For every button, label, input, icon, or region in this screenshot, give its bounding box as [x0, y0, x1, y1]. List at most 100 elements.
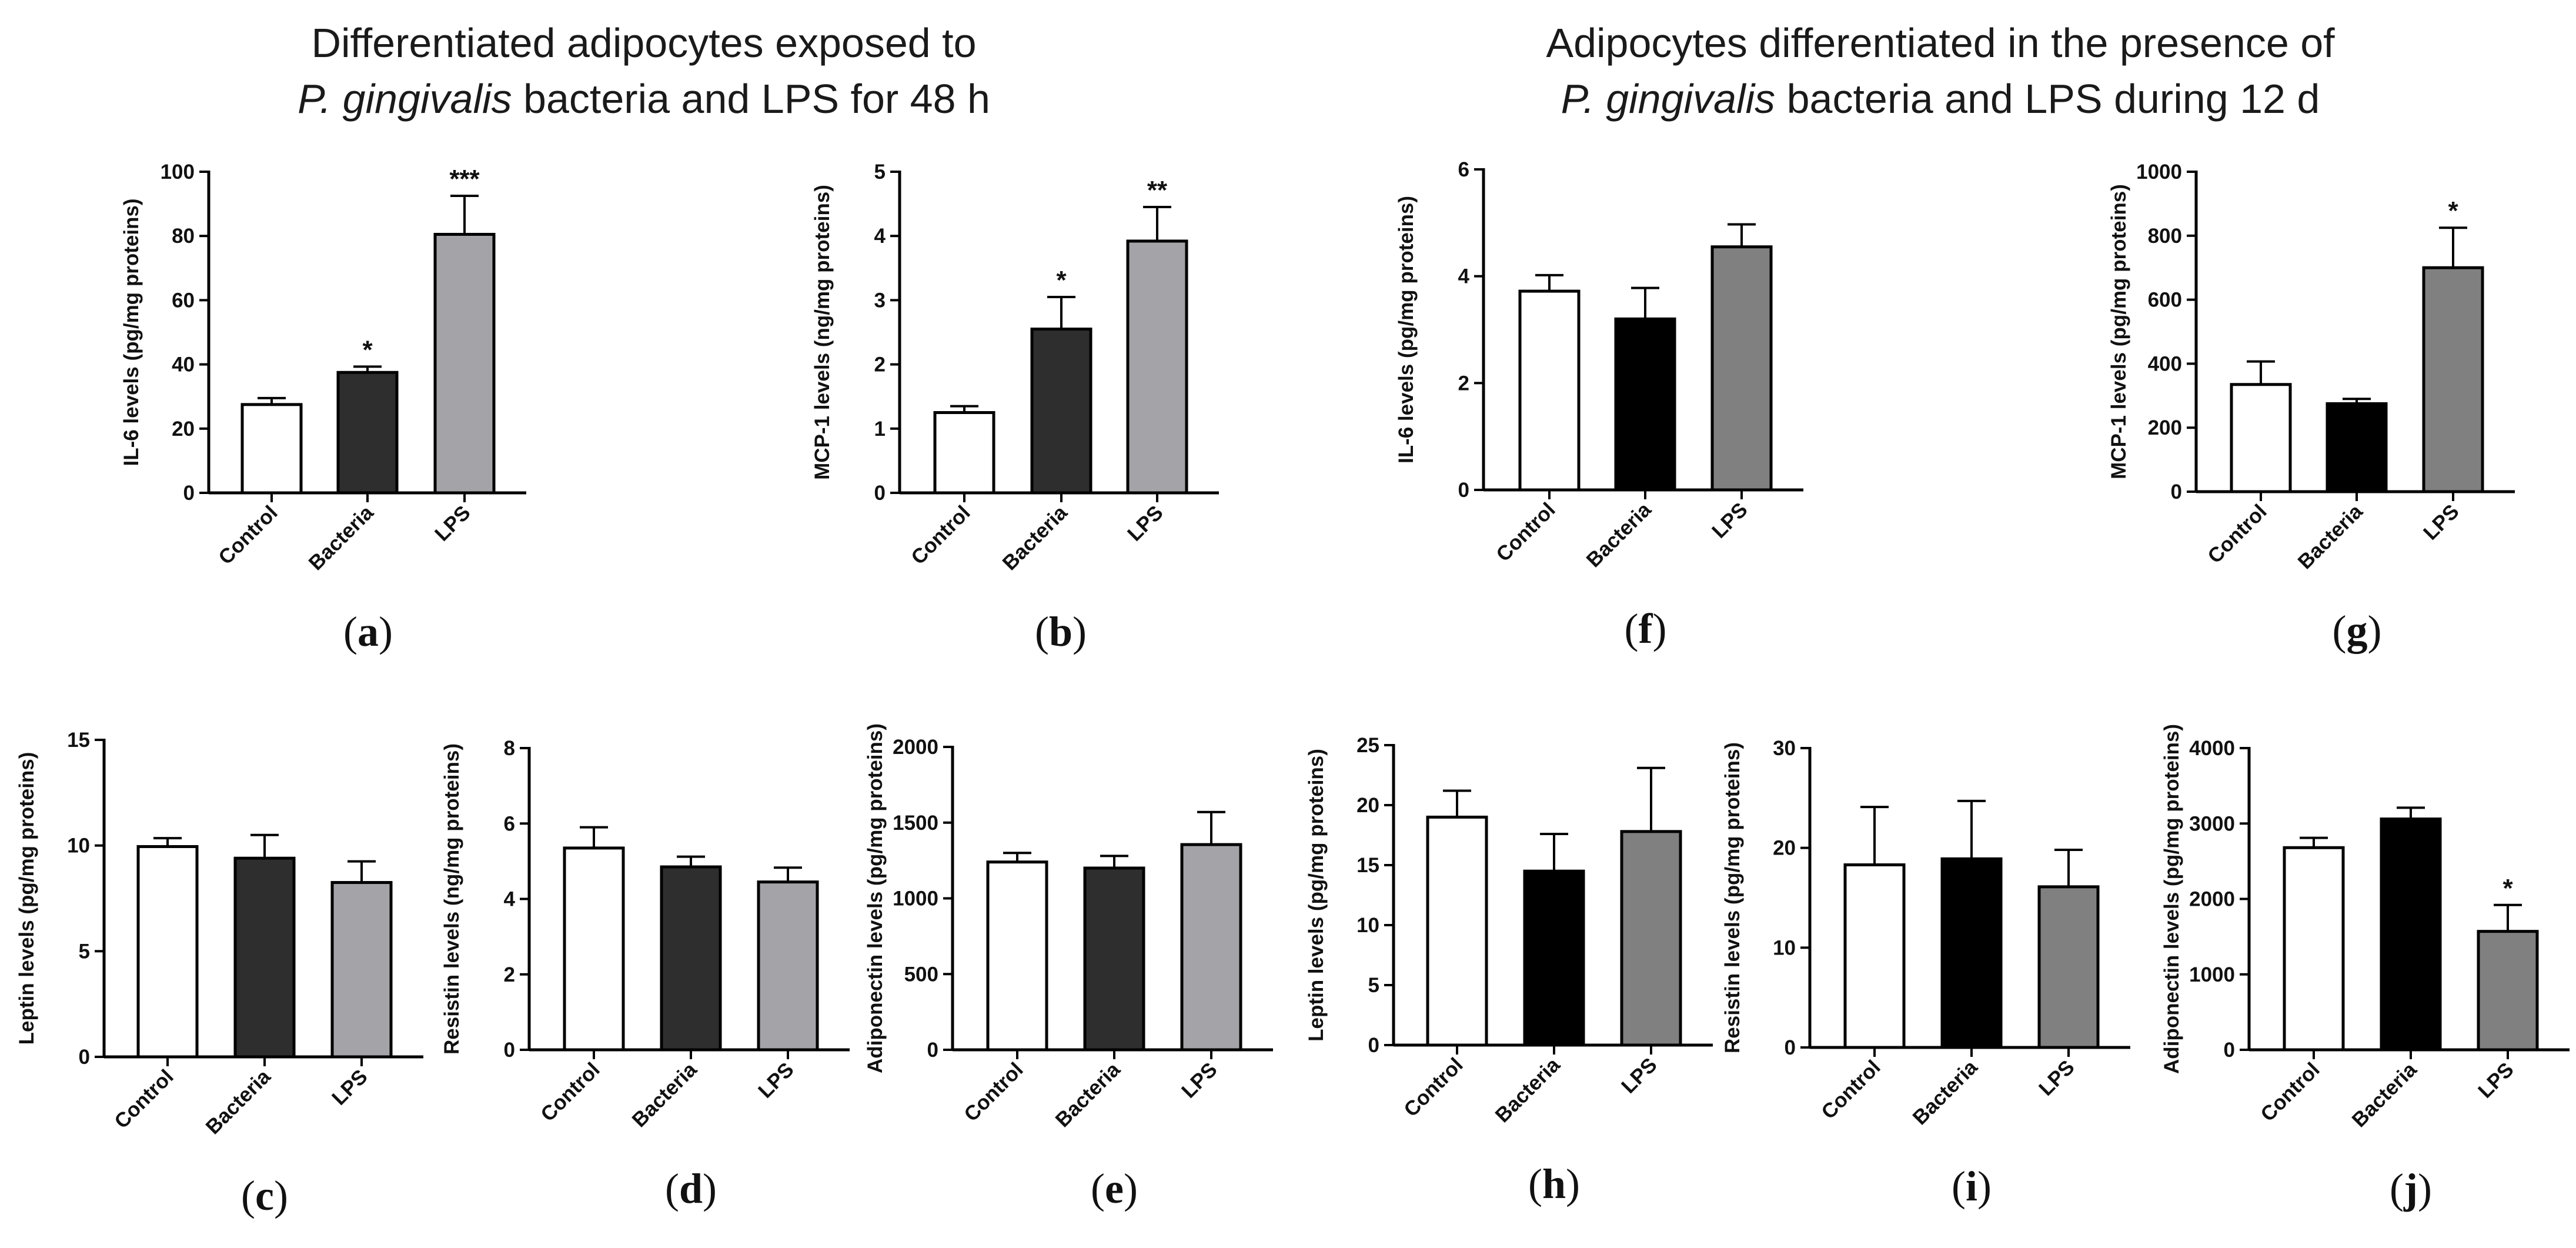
panel-j: * 0 1000 2000 3000 4000 Control Bacteria LPS Adip… [2160, 724, 2570, 1212]
x-tick-label-d-1: Bacteria [627, 1058, 701, 1132]
y-tick-label-d-0: 0 [504, 1039, 515, 1062]
x-tick-label-a-1: Bacteria [304, 501, 378, 575]
y-tick-label-g-0: 0 [2171, 480, 2182, 503]
y-tick-label-h-2: 10 [1357, 914, 1379, 937]
bar-d-1 [660, 865, 722, 1052]
x-tick-label-d-2: LPS [754, 1058, 798, 1103]
x-tick-label-f-1: Bacteria [1582, 498, 1656, 572]
y-axis-title-f: IL-6 levels (pg/mg proteins) [1395, 196, 1418, 463]
y-tick-label-j-2: 2000 [2189, 888, 2235, 911]
x-tick-label-i-1: Bacteria [1908, 1056, 1982, 1130]
y-tick-label-h-5: 25 [1357, 734, 1379, 757]
y-tick-label-i-1: 10 [1773, 936, 1796, 959]
y-tick-label-j-0: 0 [2224, 1039, 2235, 1062]
heading-right-line1: Adipocytes differentiated in the presenc… [1546, 20, 2335, 66]
bar-e-1 [1083, 866, 1145, 1052]
y-tick-label-c-1: 5 [79, 940, 90, 963]
bar-a-1 [336, 371, 399, 495]
y-tick-label-f-2: 4 [1458, 265, 1470, 288]
panel-d: 0 2 4 6 8 Control Bacteria LPS Resistin levels (… [440, 737, 850, 1212]
x-tick-label-g-2: LPS [2419, 500, 2464, 545]
x-tick-label-h-0: Control [1399, 1053, 1468, 1122]
y-tick-label-g-5: 1000 [2136, 161, 2182, 183]
bar-d-2 [757, 880, 819, 1052]
x-tick-label-e-2: LPS [1177, 1058, 1222, 1103]
panel-e: 0 500 1000 1500 2000 Control Bacteria LPS Adipon… [864, 723, 1273, 1212]
significance-b-1: * [1056, 266, 1067, 295]
significance-a-2: *** [449, 165, 480, 193]
y-tick-label-g-3: 600 [2148, 289, 2182, 312]
x-tick-label-f-2: LPS [1708, 498, 1752, 543]
y-tick-label-f-3: 6 [1458, 158, 1469, 181]
panel-label-a: (a) [343, 608, 393, 655]
x-tick-label-j-0: Control [2256, 1058, 2324, 1126]
y-tick-label-a-4: 80 [172, 225, 195, 248]
panel-label-g: (g) [2333, 607, 2382, 654]
heading-right-line2: P. gingivalis bacteria and LPS during 12… [1561, 76, 2320, 122]
y-tick-label-d-1: 2 [504, 963, 515, 986]
panel-label-h: (h) [1528, 1160, 1580, 1207]
bar-c-1 [233, 856, 296, 1059]
bar-i-0 [1843, 863, 1906, 1049]
y-tick-label-g-4: 800 [2148, 225, 2182, 248]
bar-e-0 [986, 860, 1048, 1052]
bar-g-1 [2326, 402, 2388, 493]
x-tick-label-e-0: Control [960, 1058, 1028, 1126]
significance-b-2: ** [1147, 176, 1168, 205]
bar-b-0 [933, 411, 995, 495]
y-axis-title-g: MCP-1 levels (pg/mg proteins) [2107, 184, 2130, 479]
y-axis-title-e: Adiponectin levels (pg/mg proteins) [864, 723, 887, 1073]
y-tick-label-h-1: 5 [1368, 974, 1379, 997]
bar-a-2 [433, 232, 496, 495]
x-tick-label-a-0: Control [214, 501, 282, 569]
heading-right-species: P. gingivalis [1561, 76, 1776, 122]
y-tick-label-d-2: 4 [504, 888, 516, 911]
significance-g-2: * [2448, 196, 2458, 225]
y-axis-title-b: MCP-1 levels (ng/mg proteins) [811, 185, 834, 480]
x-tick-label-g-1: Bacteria [2293, 500, 2367, 574]
y-tick-label-e-3: 1500 [893, 812, 938, 835]
panel-i: 0 10 20 30 Control Bacteria LPS Resistin levels… [1721, 737, 2130, 1210]
panel-h: 0 5 10 15 20 25 Control Bacteria LPS Leptin level… [1305, 734, 1713, 1207]
x-tick-label-b-1: Bacteria [998, 501, 1072, 575]
x-tick-label-i-0: Control [1817, 1056, 1885, 1124]
y-tick-label-a-0: 0 [183, 482, 195, 505]
x-tick-label-d-0: Control [536, 1058, 604, 1126]
panel-c: 0 5 10 15 Control Bacteria LPS Leptin levels (p… [15, 729, 423, 1219]
panel-label-e: (e) [1091, 1165, 1138, 1212]
y-tick-label-i-0: 0 [1785, 1036, 1796, 1059]
x-tick-label-i-2: LPS [2034, 1056, 2079, 1100]
heading-right-rest: bacteria and LPS during 12 d [1775, 76, 2320, 122]
y-tick-label-h-3: 15 [1357, 854, 1379, 877]
bar-h-2 [1620, 830, 1682, 1047]
x-tick-label-c-1: Bacteria [201, 1065, 275, 1139]
panel-f: 0 2 4 6 Control Bacteria LPS IL-6 levels (pg/mg… [1395, 158, 1803, 652]
y-tick-label-f-1: 2 [1458, 372, 1469, 395]
y-tick-label-d-4: 8 [504, 737, 515, 760]
x-tick-label-h-2: LPS [1617, 1053, 1662, 1098]
y-tick-label-h-0: 0 [1368, 1034, 1379, 1057]
y-axis-title-h: Leptin levels (pg/mg proteins) [1305, 749, 1328, 1042]
bar-j-2 [2477, 930, 2539, 1052]
y-tick-label-a-2: 40 [172, 353, 195, 376]
y-tick-label-j-1: 1000 [2189, 963, 2235, 986]
y-tick-label-j-3: 3000 [2189, 812, 2235, 835]
y-tick-label-c-3: 15 [67, 729, 90, 752]
bar-c-0 [136, 845, 199, 1059]
x-tick-label-j-1: Bacteria [2347, 1058, 2421, 1132]
y-tick-label-b-2: 2 [874, 353, 886, 376]
y-tick-label-a-1: 20 [172, 418, 195, 441]
bar-h-0 [1426, 815, 1488, 1047]
panel-label-j: (j) [2390, 1165, 2432, 1212]
panel-g: * 0 200 400 600 800 1000 Control Bacteria LPS MCP-… [2107, 161, 2515, 654]
y-tick-label-b-4: 4 [874, 225, 886, 248]
bar-f-0 [1518, 289, 1581, 492]
panel-label-c: (c) [241, 1172, 288, 1219]
bar-i-2 [2037, 885, 2100, 1049]
y-tick-label-c-0: 0 [79, 1046, 90, 1069]
y-tick-label-e-4: 2000 [893, 736, 938, 759]
y-tick-label-a-5: 100 [161, 161, 195, 183]
bar-e-2 [1180, 843, 1242, 1052]
